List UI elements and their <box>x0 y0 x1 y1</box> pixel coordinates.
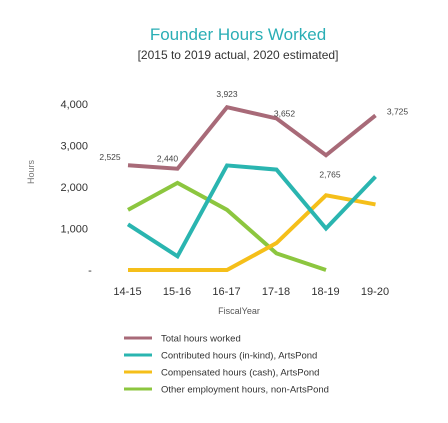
data-label: 3,923 <box>216 89 238 99</box>
chart-title: Founder Hours Worked <box>150 25 326 44</box>
y-tick-label: - <box>88 265 92 277</box>
x-tick-label: 19-20 <box>361 286 389 298</box>
y-tick-label: 4,000 <box>60 99 88 111</box>
x-tick-label: 16-17 <box>212 286 240 298</box>
series-line <box>127 180 327 272</box>
x-axis-ticks: 14-15 15-16 16-17 17-18 18-19 19-20 <box>113 286 389 298</box>
y-axis-ticks: - 1,000 2,000 3,000 4,000 <box>60 99 92 277</box>
y-axis-label: Hours <box>26 160 36 185</box>
y-tick-label: 3,000 <box>60 141 88 153</box>
chart-subtitle: [2015 to 2019 actual, 2020 estimated] <box>138 48 339 62</box>
series-lines <box>126 104 377 272</box>
data-label: 3,652 <box>274 108 296 118</box>
legend-label: Other employment hours, non-ArtsPond <box>161 385 329 396</box>
series-line <box>128 193 376 272</box>
x-tick-label: 17-18 <box>262 286 290 298</box>
series-line <box>126 163 377 260</box>
legend-label: Compensated hours (cash), ArtsPond <box>161 368 319 379</box>
data-labels: 2,525 2,440 3,923 3,652 2,765 3,725 <box>99 89 408 179</box>
legend: Total hours worked Contributed hours (in-… <box>124 334 329 396</box>
y-tick-label: 2,000 <box>60 182 88 194</box>
data-label: 2,765 <box>319 169 341 179</box>
data-label: 3,725 <box>387 106 409 116</box>
x-axis-label: FiscalYear <box>218 306 260 316</box>
x-tick-label: 14-15 <box>113 286 141 298</box>
data-label: 2,525 <box>99 152 121 162</box>
data-label: 2,440 <box>157 154 179 164</box>
series-line <box>127 104 377 171</box>
legend-label: Contributed hours (in-kind), ArtsPond <box>161 351 317 362</box>
y-tick-label: 1,000 <box>60 224 88 236</box>
x-tick-label: 15-16 <box>163 286 191 298</box>
legend-label: Total hours worked <box>161 334 241 345</box>
x-tick-label: 18-19 <box>311 286 339 298</box>
